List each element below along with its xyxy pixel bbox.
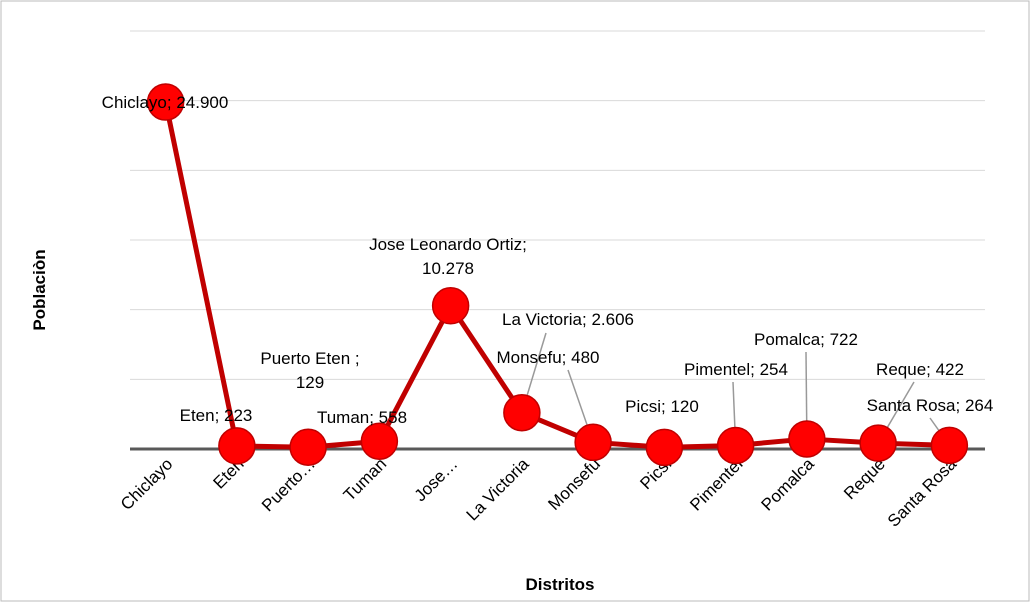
data-label: Chiclayo; 24.900 <box>101 93 229 112</box>
marker <box>645 428 684 467</box>
data-label: Puerto Eten ; 129 <box>260 349 360 392</box>
data-label: Pomalca; 722 <box>754 330 858 349</box>
marker <box>431 287 470 325</box>
marker <box>503 393 541 432</box>
marker <box>788 420 826 458</box>
marker <box>146 83 185 121</box>
data-label: Eten; 223 <box>179 406 253 425</box>
y-axis-label: Poblaciòn <box>30 249 49 330</box>
marker <box>289 428 327 466</box>
marker <box>716 426 755 465</box>
marker <box>859 424 897 462</box>
marker <box>360 422 399 460</box>
data-label: Santa Rosa; 264 <box>866 396 994 415</box>
data-label: Reque; 422 <box>876 360 964 379</box>
data-label: Pimentel; 254 <box>684 360 788 379</box>
marker <box>930 426 969 465</box>
data-label: Jose Leonardo Ortiz; 10.278 <box>369 235 527 278</box>
data-label: Tuman; 558 <box>316 408 408 427</box>
marker <box>574 423 612 462</box>
data-label: Monsefu; 480 <box>496 348 600 367</box>
data-label: Picsi; 120 <box>625 397 699 416</box>
data-label: La Victoria; 2.606 <box>502 310 634 329</box>
x-axis-label: Distritos <box>526 575 595 594</box>
marker <box>218 427 256 465</box>
